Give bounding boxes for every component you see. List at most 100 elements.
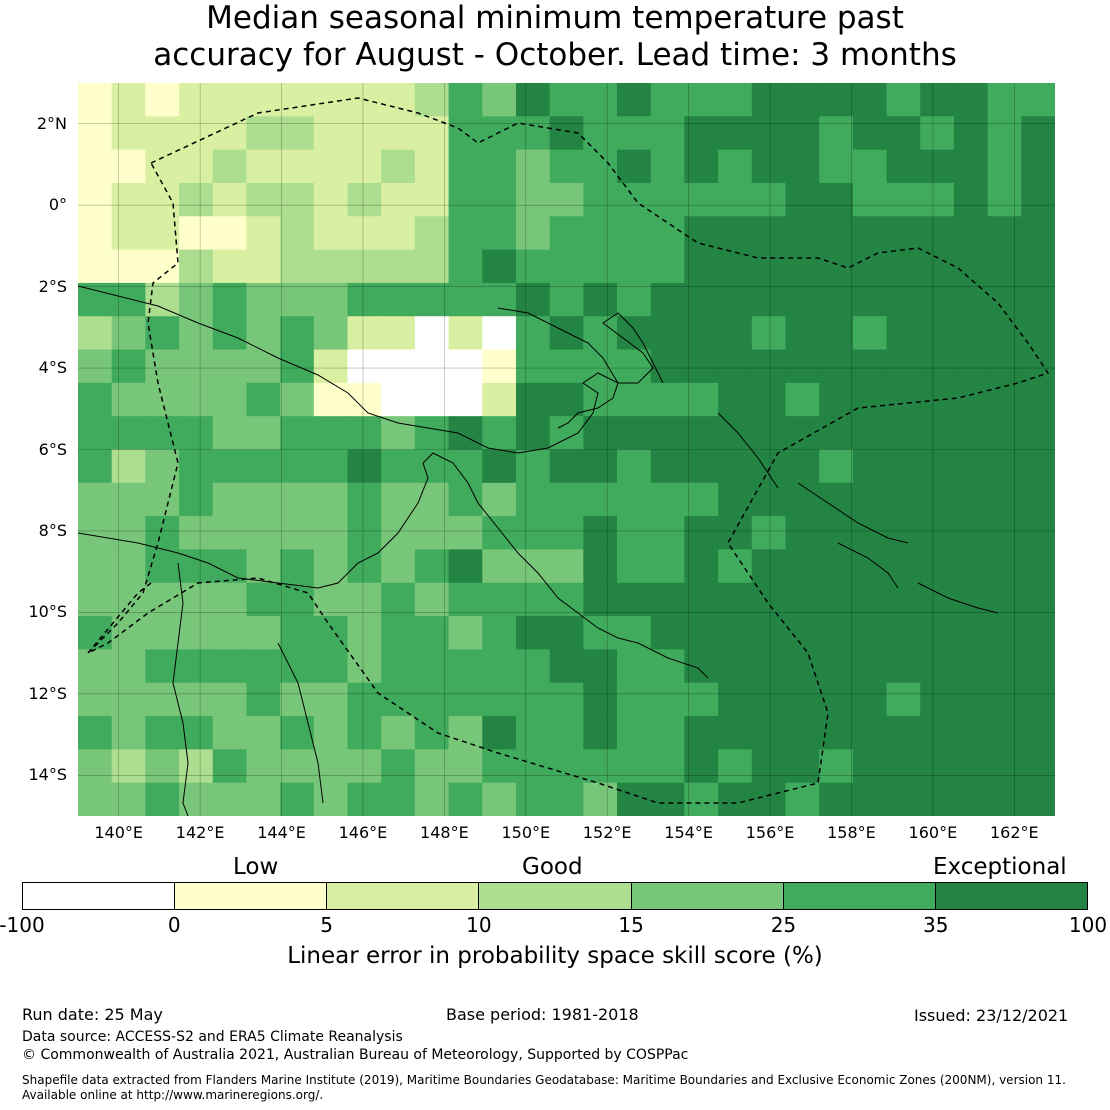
grid-cell bbox=[684, 116, 719, 151]
grid-cell bbox=[819, 582, 854, 617]
grid-cell bbox=[953, 149, 989, 184]
grid-cell bbox=[313, 149, 349, 184]
grid-cell bbox=[212, 349, 248, 384]
grid-cell bbox=[718, 749, 753, 784]
grid-cell bbox=[246, 582, 281, 617]
grid-cell bbox=[313, 549, 349, 584]
grid-cell bbox=[785, 149, 820, 184]
grid-cell bbox=[1021, 149, 1055, 184]
grid-cell bbox=[852, 416, 888, 451]
grid-cell bbox=[549, 282, 584, 317]
grid-cell bbox=[718, 149, 753, 184]
grid-cell bbox=[111, 282, 146, 317]
grid-cell bbox=[785, 749, 820, 784]
colorbar-tick-label: 10 bbox=[466, 913, 492, 937]
grid-cell bbox=[617, 582, 652, 617]
grid-cell bbox=[684, 216, 719, 251]
grid-cell bbox=[785, 382, 820, 417]
grid-cell bbox=[482, 716, 517, 750]
colorbar-label: Linear error in probability space skill … bbox=[287, 943, 823, 969]
grid-cell bbox=[482, 149, 517, 184]
grid-cell bbox=[886, 549, 921, 584]
grid-cell bbox=[313, 216, 349, 251]
grid-cell bbox=[448, 149, 483, 184]
grid-cell bbox=[78, 216, 113, 251]
new-britain bbox=[497, 307, 619, 429]
grid-cell bbox=[549, 349, 584, 384]
longitude-tick-label: 162°E bbox=[989, 823, 1039, 842]
grid-cell bbox=[987, 782, 1022, 816]
grid-cell bbox=[886, 482, 921, 517]
grid-cell bbox=[785, 116, 820, 151]
grid-cell bbox=[920, 282, 955, 317]
grid-cell bbox=[347, 282, 382, 317]
grid-cell bbox=[78, 182, 113, 217]
grid-cell bbox=[212, 249, 248, 284]
grid-cell bbox=[448, 782, 483, 816]
grid-cell bbox=[583, 549, 618, 584]
grid-cell bbox=[953, 449, 989, 484]
grid-cell bbox=[179, 216, 214, 251]
grid-cell bbox=[583, 682, 618, 717]
grid-cell bbox=[751, 482, 787, 517]
grid-cell bbox=[78, 316, 113, 351]
grid-cell bbox=[953, 416, 989, 451]
grid-cell bbox=[78, 782, 113, 816]
grid-cell bbox=[583, 116, 618, 151]
grid-cell bbox=[852, 349, 888, 384]
grid-cell bbox=[684, 349, 719, 384]
grid-cell bbox=[246, 316, 281, 351]
grid-cell bbox=[246, 149, 281, 184]
grid-cell bbox=[448, 216, 483, 251]
grid-cell bbox=[751, 182, 787, 217]
grid-cell bbox=[145, 349, 180, 384]
grid-cell bbox=[414, 249, 450, 284]
grid-cell bbox=[819, 249, 854, 284]
grid-cell bbox=[179, 349, 214, 384]
grid-cell bbox=[381, 616, 416, 651]
grid-cell bbox=[515, 716, 551, 750]
grid-cell bbox=[1021, 616, 1055, 651]
grid-cell bbox=[482, 416, 517, 451]
grid-cell bbox=[381, 149, 416, 184]
latitude-tick-label: 14°S bbox=[28, 765, 67, 785]
grid-cell bbox=[650, 116, 686, 151]
grid-cell bbox=[179, 649, 214, 684]
grid-cell bbox=[111, 749, 146, 784]
grid-cell bbox=[718, 316, 753, 351]
grid-cell bbox=[111, 182, 146, 217]
grid-cell bbox=[448, 449, 483, 484]
grid-cell bbox=[920, 349, 955, 384]
shapefile-credit-line-2: Available online at http://www.marinereg… bbox=[22, 1088, 324, 1102]
grid-cell bbox=[448, 516, 483, 551]
grid-cell bbox=[179, 382, 214, 417]
grid-cell bbox=[414, 182, 450, 217]
grid-cell bbox=[381, 649, 416, 684]
grid-cell bbox=[381, 382, 416, 417]
grid-cell bbox=[852, 449, 888, 484]
grid-cell bbox=[145, 649, 180, 684]
grid-cell bbox=[886, 382, 921, 417]
grid-cell bbox=[313, 116, 349, 151]
grid-cell bbox=[718, 349, 753, 384]
title-line-1: Median seasonal minimum temperature past bbox=[206, 0, 904, 36]
grid-cell bbox=[549, 182, 584, 217]
grid-cell bbox=[414, 749, 450, 784]
grid-cell bbox=[920, 149, 955, 184]
grid-cell bbox=[448, 716, 483, 750]
grid-cell bbox=[583, 282, 618, 317]
grid-cell bbox=[785, 782, 820, 816]
longitude-tick-label: 156°E bbox=[745, 823, 795, 842]
grid-cell bbox=[953, 682, 989, 717]
grid-cell bbox=[920, 249, 955, 284]
grid-cell bbox=[920, 682, 955, 717]
grid-cell bbox=[482, 549, 517, 584]
grid-cell bbox=[280, 682, 315, 717]
cape-york bbox=[172, 562, 189, 816]
grid-cell bbox=[684, 549, 719, 584]
grid-cell bbox=[751, 83, 787, 117]
grid-cell bbox=[179, 616, 214, 651]
grid-cell bbox=[684, 649, 719, 684]
grid-cell bbox=[1021, 316, 1055, 351]
grid-cell bbox=[684, 482, 719, 517]
